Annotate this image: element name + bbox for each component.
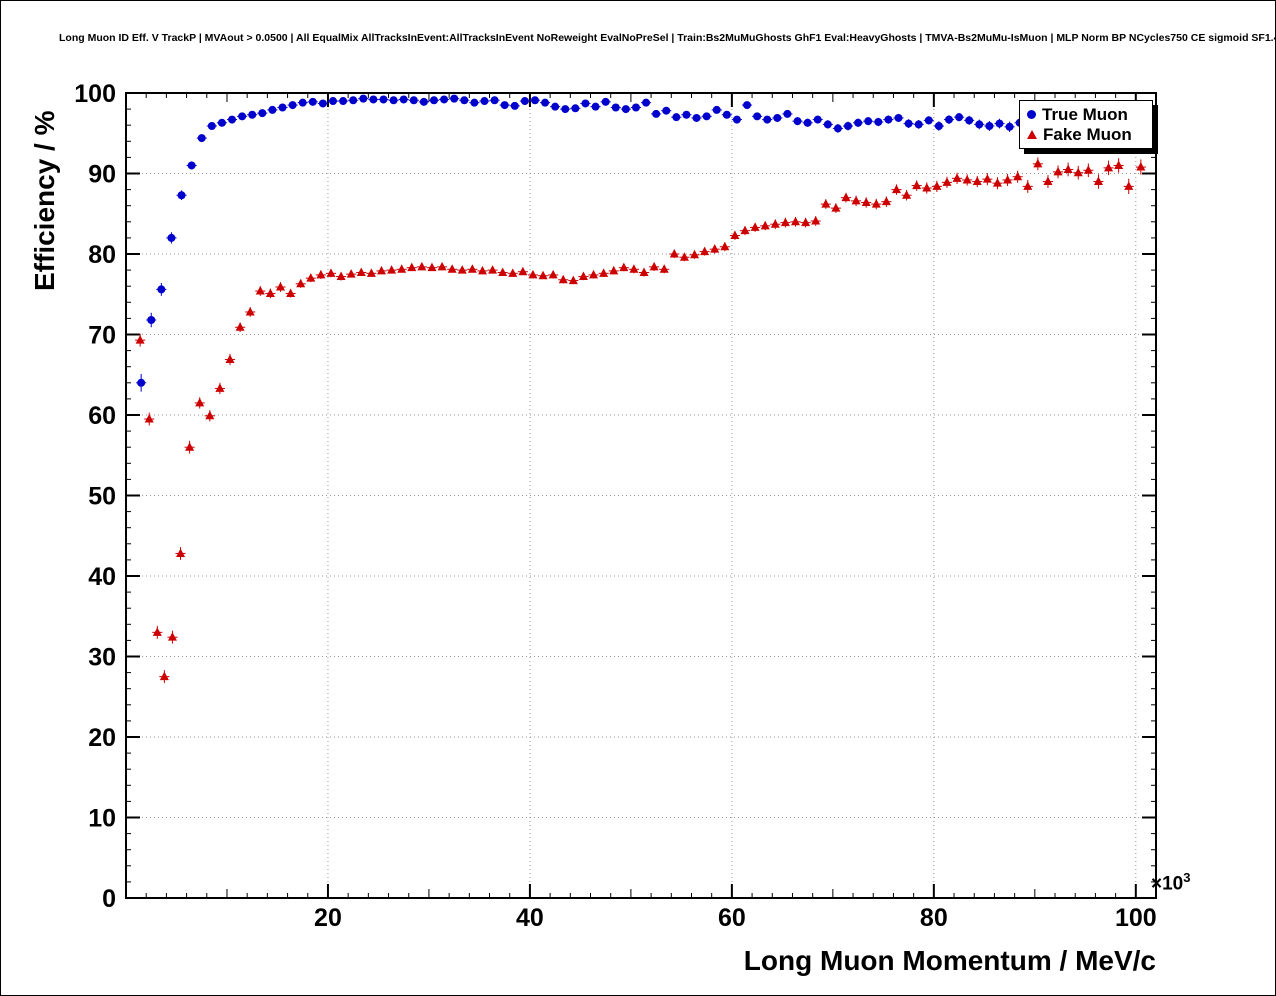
legend-item-fake-muon: Fake Muon	[1020, 126, 1152, 143]
x-axis-exponent: ×103	[1151, 870, 1190, 895]
svg-text:0: 0	[102, 885, 116, 913]
fake-muon-triangle-marker-icon	[1027, 130, 1037, 140]
svg-text:70: 70	[88, 322, 116, 350]
legend-label-true-muon: True Muon	[1042, 104, 1128, 124]
svg-text:90: 90	[88, 161, 116, 189]
svg-text:10: 10	[88, 805, 116, 833]
svg-text:80: 80	[920, 904, 948, 932]
svg-text:40: 40	[516, 904, 544, 932]
legend-item-true-muon: True Muon	[1020, 106, 1152, 123]
exponent-power: 3	[1183, 870, 1191, 885]
legend: True Muon Fake Muon	[1019, 100, 1153, 149]
x-axis-title: Long Muon Momentum / MeV/c	[743, 945, 1156, 976]
true-muon-circle-marker-icon	[1027, 109, 1036, 119]
svg-text:30: 30	[88, 644, 116, 672]
svg-text:40: 40	[88, 563, 116, 591]
svg-text:20: 20	[88, 724, 116, 752]
svg-text:100: 100	[1115, 904, 1157, 932]
svg-text:60: 60	[88, 402, 116, 430]
svg-text:50: 50	[88, 483, 116, 511]
svg-text:60: 60	[718, 904, 746, 932]
legend-label-fake-muon: Fake Muon	[1043, 125, 1132, 145]
svg-text:20: 20	[314, 904, 342, 932]
plot-title: Long Muon ID Eff. V TrackP | MVAout > 0.…	[59, 32, 1276, 44]
svg-text:80: 80	[88, 241, 116, 269]
exponent-base: ×10	[1151, 873, 1184, 895]
svg-text:100: 100	[74, 80, 116, 108]
